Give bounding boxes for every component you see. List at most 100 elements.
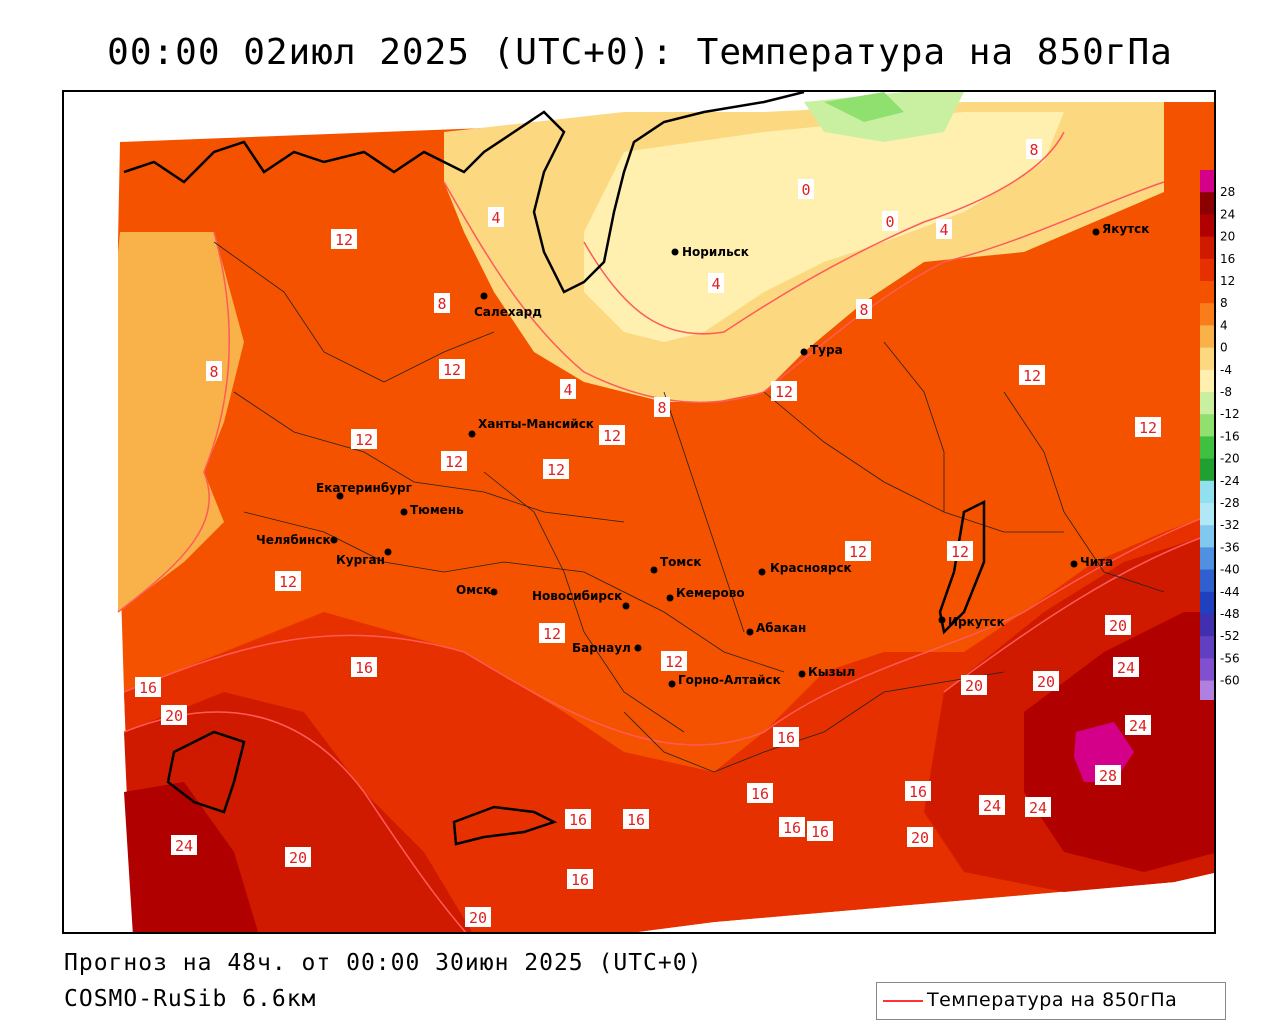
city-tura[interactable]: Тура (800, 343, 843, 357)
isotherm-label: 12 (599, 425, 625, 445)
isotherm-label: 12 (947, 541, 973, 561)
city-tyumen[interactable]: Тюмень (400, 503, 465, 517)
isotherm-label-background (936, 219, 952, 239)
isotherm-label: 4 (936, 219, 952, 239)
colorbar-swatch (1200, 369, 1214, 393)
colorbar-swatch (1200, 325, 1214, 349)
city-label-gorno-altaysk: Горно-Алтайск (678, 673, 781, 687)
isotherm-label-text: 12 (445, 453, 463, 471)
isotherm-label-text: 4 (939, 221, 948, 239)
isotherm-label: 16 (135, 677, 161, 697)
city-gorno-altaysk[interactable]: Горно-Алтайск (668, 673, 781, 688)
city-kurgan[interactable]: Курган (336, 548, 392, 568)
city-tomsk[interactable]: Томск (650, 555, 702, 574)
city-kyzyl[interactable]: Кызыл (798, 665, 856, 679)
isotherm-label: 20 (285, 847, 311, 867)
colorbar-swatch (1200, 436, 1214, 460)
isotherm-label-background (206, 361, 222, 381)
colorbar-tick-label: -52 (1220, 629, 1240, 643)
temperature-zone-north-0 (584, 112, 1064, 342)
city-kemerovo[interactable]: Кемерово (666, 586, 745, 602)
colorbar-tick-label: 24 (1220, 207, 1235, 221)
isotherm-label-background (434, 293, 450, 313)
isotherm-label-background (771, 381, 797, 401)
isotherm-label-background (539, 623, 565, 643)
isotherm-label-background (708, 273, 724, 293)
isotherm-label-text: 4 (491, 209, 500, 227)
colorbar-swatch (1200, 503, 1214, 526)
legend-label: Температура на 850гПа (927, 989, 1178, 1011)
colorbar-tick-label: -20 (1220, 452, 1240, 466)
isotherm-label-background (441, 451, 467, 471)
colorbar-tick-label: -16 (1220, 429, 1240, 443)
city-markers: Норильск Якутск Салехард Тура Ханты-Манс… (256, 222, 1149, 688)
isotherm-label-text: 20 (289, 849, 307, 867)
isotherm-label-text: 20 (1037, 673, 1055, 691)
isotherm-label-text: 28 (1099, 767, 1117, 785)
city-yekaterinburg[interactable]: Екатеринбург (316, 481, 412, 500)
city-chelyabinsk[interactable]: Челябинск (256, 533, 338, 547)
isotherm-label-background (654, 397, 670, 417)
isotherm-label: 24 (1113, 657, 1139, 677)
city-label-yakutsk: Якутск (1102, 222, 1149, 236)
isotherm-label: 16 (773, 727, 799, 747)
city-yakutsk[interactable]: Якутск (1092, 222, 1150, 236)
isotherm-label-background (599, 425, 625, 445)
region-borders (213, 241, 1165, 773)
city-label-tomsk: Томск (660, 555, 702, 569)
isotherm-label-text: 24 (983, 797, 1001, 815)
city-novosibirsk[interactable]: Новосибирск (532, 589, 630, 610)
city-salekhard[interactable]: Салехард (474, 292, 542, 320)
isotherm-label-text: 12 (1023, 367, 1041, 385)
isotherm-label-background (979, 795, 1005, 815)
isotherm-label-text: 8 (209, 363, 218, 381)
map-title: 00:00 02июл 2025 (UTC+0): Температура на… (107, 32, 1173, 73)
isotherm-label: 28 (1095, 765, 1121, 785)
city-label-irkutsk: Иркутск (948, 615, 1005, 629)
isotherm-label-text: 20 (911, 829, 929, 847)
isotherm-label: 16 (905, 781, 931, 801)
isotherm-label-text: 12 (335, 231, 353, 249)
colorbar-swatch (1200, 658, 1214, 682)
isotherm-label: 12 (1019, 365, 1045, 385)
isotherm-label-background (661, 651, 687, 671)
colorbar-swatch (1200, 281, 1214, 304)
isotherm-label: 24 (171, 835, 197, 855)
colorbar-tick-label: -12 (1220, 407, 1240, 421)
colorbar-tick-label: -32 (1220, 518, 1240, 532)
isotherm-label-text: 12 (665, 653, 683, 671)
colorbar-tick-label: 8 (1220, 296, 1228, 310)
colorbar-swatch (1200, 547, 1214, 571)
colorbar-tick-label: -8 (1220, 385, 1232, 399)
isotherm-label: 20 (161, 705, 187, 725)
colorbar-tick-label: -60 (1220, 674, 1240, 688)
city-barnaul[interactable]: Барнаул (572, 641, 642, 655)
isotherm-label: 20 (1033, 671, 1059, 691)
colorbar-swatch (1200, 458, 1214, 482)
city-khanty-mansiysk[interactable]: Ханты-Мансийск (468, 417, 594, 438)
isotherm-label-background (1135, 417, 1161, 437)
colorbar-tick-label: 4 (1220, 318, 1228, 332)
isotherm-label: 12 (539, 623, 565, 643)
city-norilsk[interactable]: Норильск (671, 245, 749, 259)
colorbar-swatch (1200, 680, 1214, 700)
city-abakan[interactable]: Абакан (746, 621, 807, 636)
isotherm-label-background (351, 429, 377, 449)
city-label-norilsk: Норильск (682, 245, 749, 259)
isotherm-label-background (439, 359, 465, 379)
city-krasnoyarsk[interactable]: Красноярск (758, 561, 852, 576)
isotherm-label-background (856, 299, 872, 319)
colorbar-tick-label: 0 (1220, 341, 1228, 355)
city-omsk[interactable]: Омск (456, 583, 498, 597)
isotherm-label-text: 24 (1117, 659, 1135, 677)
isotherm-label-text: 12 (543, 625, 561, 643)
map-panel[interactable]: Норильск Якутск Салехард Тура Ханты-Манс… (62, 90, 1216, 934)
isotherm-label-text: 16 (569, 811, 587, 829)
temperature-colorbar: 28 24 20 16 12 8 4 0 -4 -8 -12 -16 -20 -24 -28 -32 -36 -4… (1200, 170, 1240, 700)
isotherm-label: 12 (661, 651, 687, 671)
isotherm-label-background (488, 207, 504, 227)
isotherm-label: 20 (907, 827, 933, 847)
city-irkutsk[interactable]: Иркутск (938, 615, 1005, 629)
isotherm-label-text: 20 (965, 677, 983, 695)
city-chita[interactable]: Чита (1070, 555, 1114, 569)
